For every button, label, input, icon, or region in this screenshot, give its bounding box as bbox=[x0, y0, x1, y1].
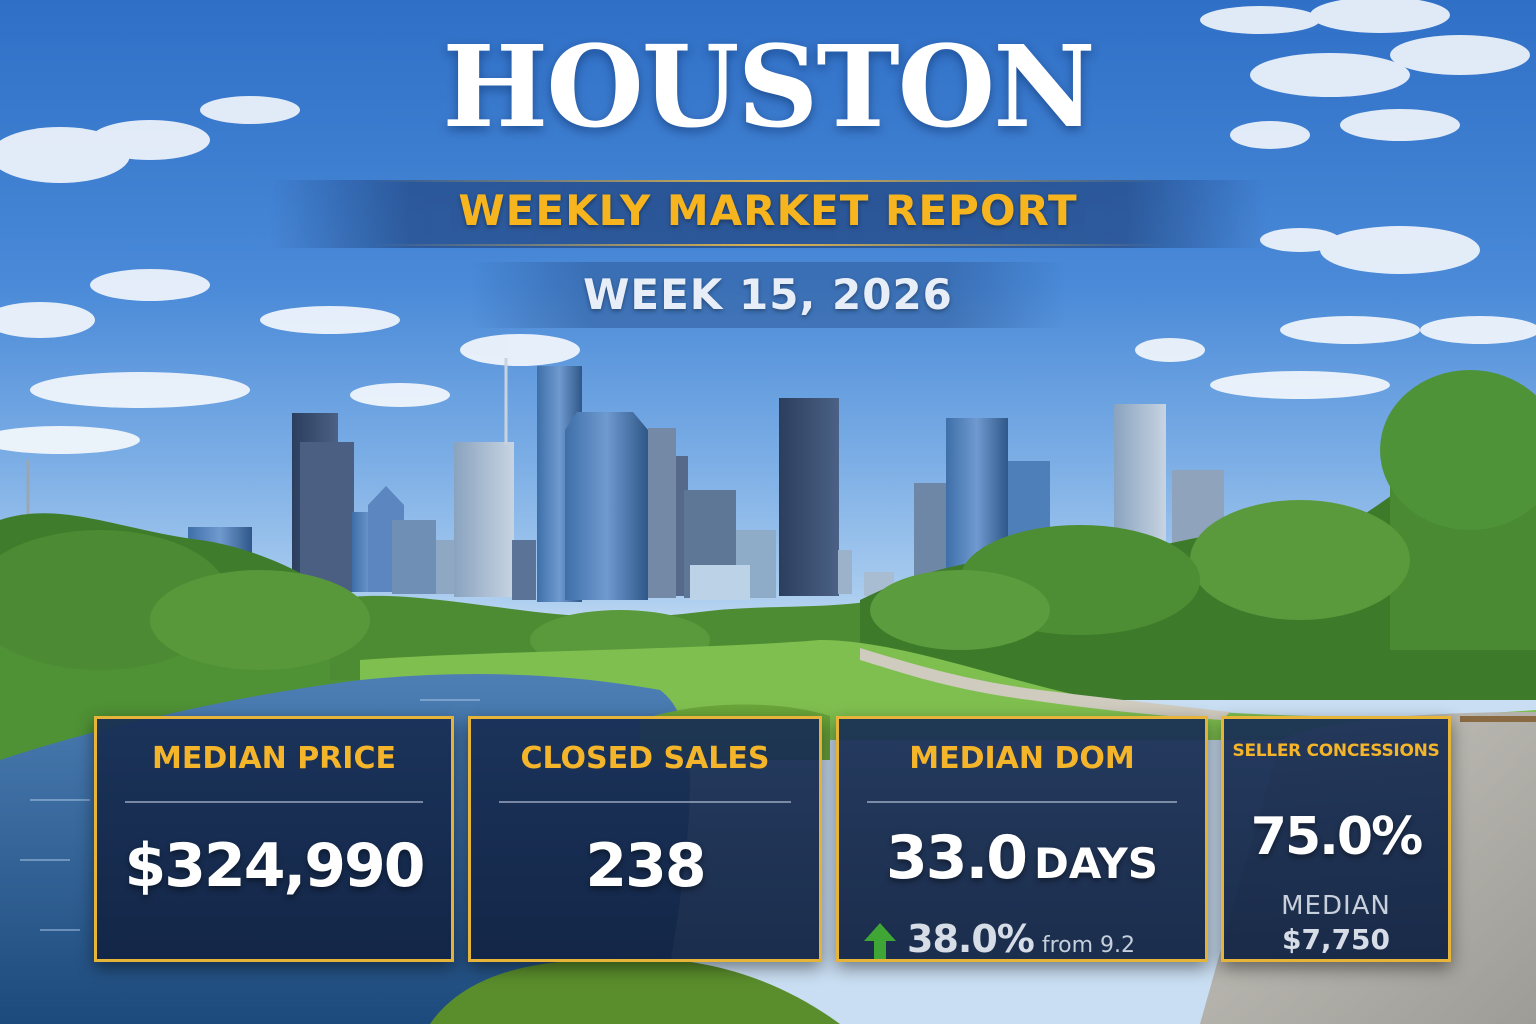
median-dom-change-from: from 9.2 bbox=[1041, 933, 1136, 958]
seller-concessions-value: 75.0% bbox=[1250, 807, 1423, 867]
up-arrow-icon bbox=[864, 923, 896, 959]
median-dom-unit: DAYS bbox=[1034, 839, 1159, 888]
median-price-card: MEDIAN PRICE $324,990 bbox=[94, 716, 454, 962]
median-dom-value-row: 33.0 DAYS bbox=[839, 823, 1205, 893]
median-price-value: $324,990 bbox=[124, 831, 425, 901]
week-band bbox=[470, 262, 1066, 328]
skyline-buildings bbox=[26, 358, 1336, 602]
card-divider bbox=[499, 801, 791, 803]
closed-sales-label: CLOSED SALES bbox=[520, 741, 770, 776]
median-dom-value: 33.0 bbox=[885, 823, 1028, 893]
seller-concessions-sub-value: $7,750 bbox=[1281, 923, 1391, 956]
seller-concessions-label: SELLER CONCESSIONS bbox=[1232, 741, 1440, 761]
report-title: WEEKLY MARKET REPORT bbox=[458, 186, 1078, 235]
card-divider bbox=[125, 801, 423, 803]
band-rule-bottom bbox=[370, 244, 1166, 246]
card-divider bbox=[867, 801, 1177, 803]
seller-concessions-sub-label: MEDIAN bbox=[1281, 891, 1391, 921]
week-label: WEEK 15, 2026 bbox=[583, 270, 953, 319]
median-dom-card: MEDIAN DOM 33.0 DAYS 38.0% from 9.2 bbox=[836, 716, 1208, 962]
closed-sales-card: CLOSED SALES 238 bbox=[468, 716, 822, 962]
band-rule-top bbox=[370, 180, 1166, 182]
median-dom-change-pct: 38.0% bbox=[907, 917, 1035, 961]
closed-sales-value: 238 bbox=[585, 831, 706, 901]
city-title: HOUSTON bbox=[442, 22, 1095, 153]
median-dom-change: 38.0% from 9.2 bbox=[863, 917, 1193, 961]
median-dom-label: MEDIAN DOM bbox=[909, 741, 1135, 776]
report-title-band bbox=[270, 180, 1266, 248]
seller-concessions-card: SELLER CONCESSIONS 75.0% MEDIAN $7,750 bbox=[1221, 716, 1451, 962]
clouds bbox=[0, 0, 1536, 454]
median-price-label: MEDIAN PRICE bbox=[152, 741, 396, 776]
